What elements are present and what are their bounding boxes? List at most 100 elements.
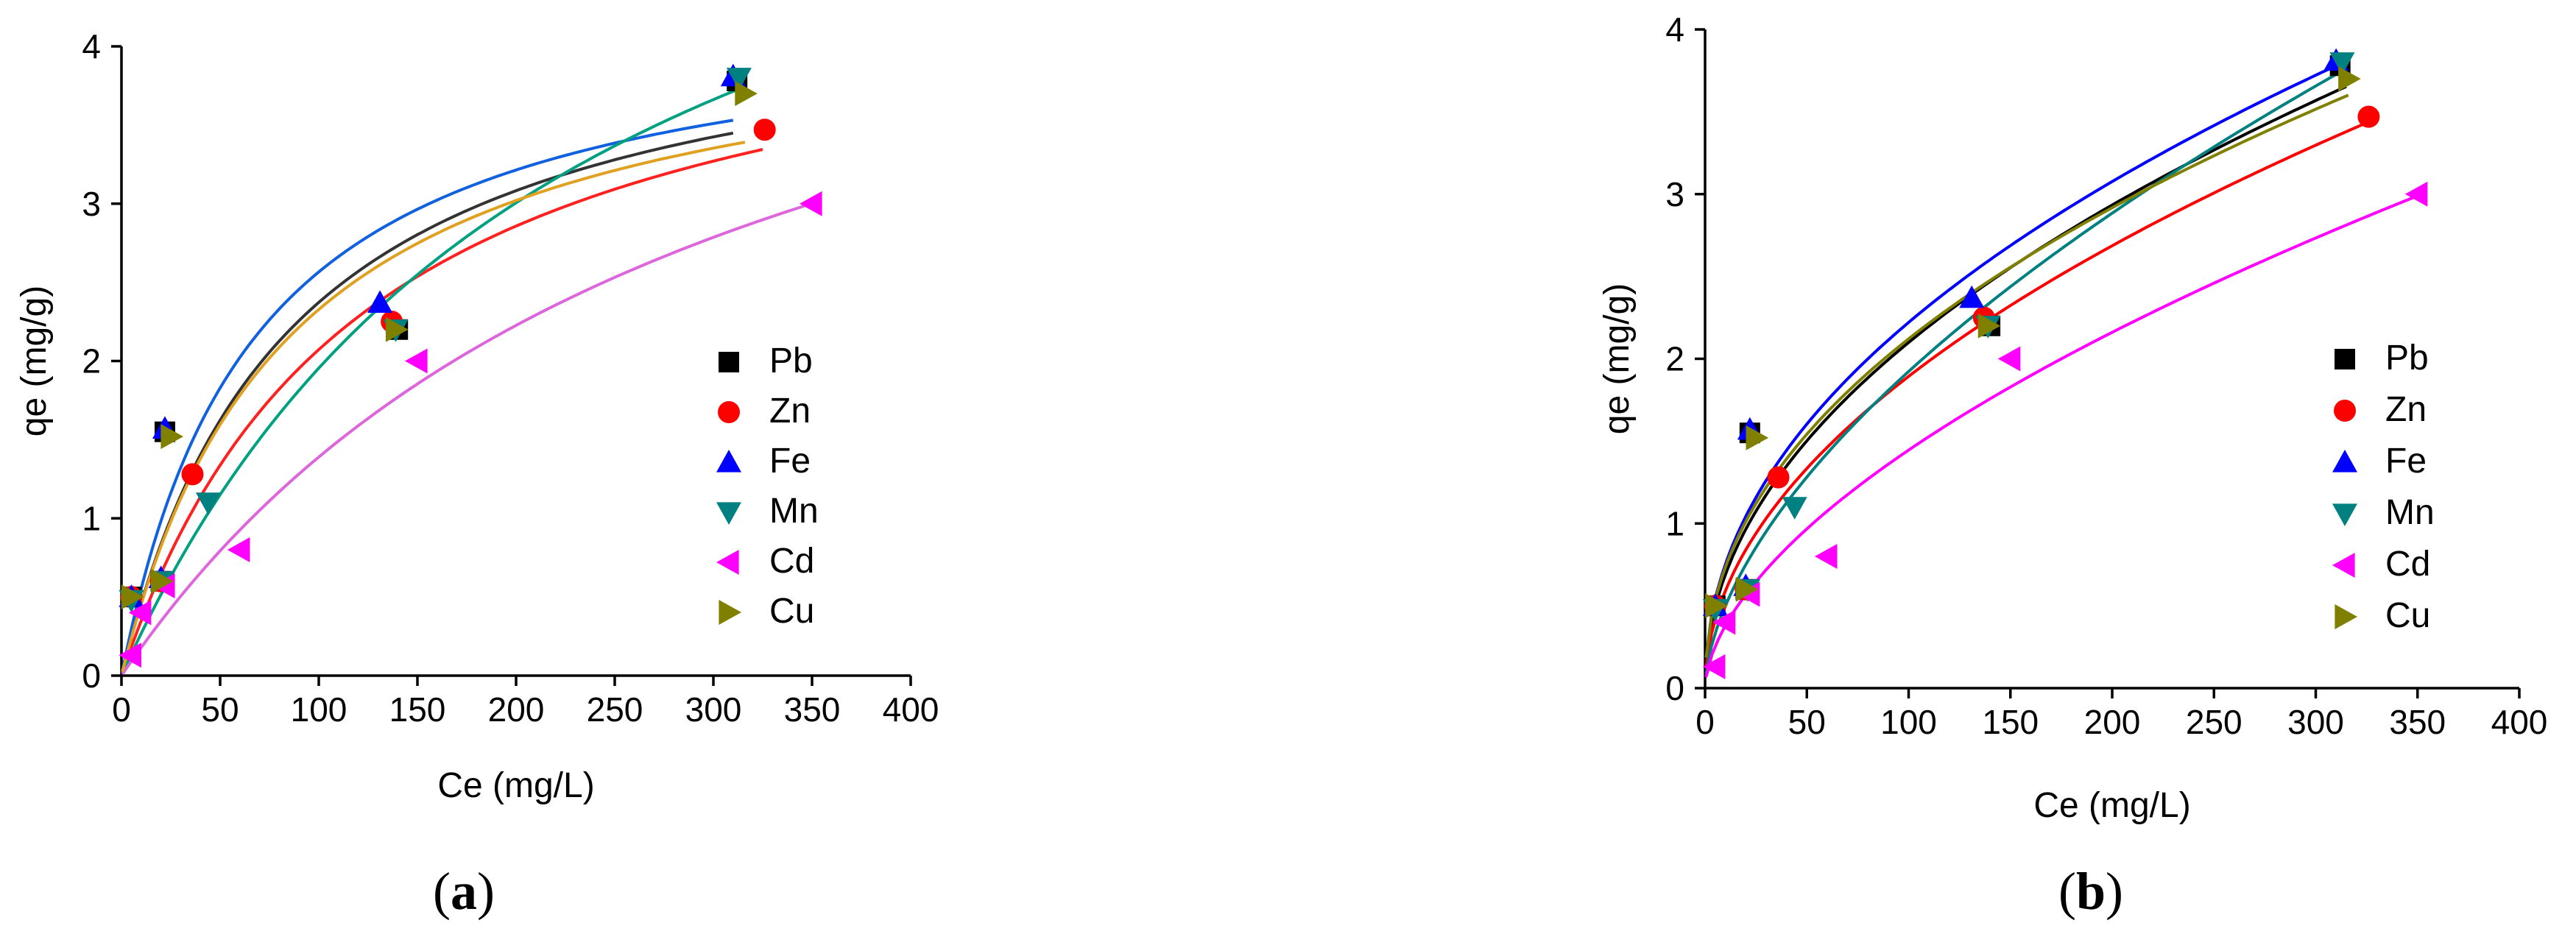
x-tick-label: 150 — [1982, 703, 2039, 741]
y-axis-label: qe (mg/g) — [1598, 283, 1637, 434]
legend-label-mn: Mn — [769, 492, 819, 531]
legend-marker-cu — [719, 600, 741, 625]
data-point-cu — [1746, 425, 1769, 450]
x-tick-label: 100 — [291, 690, 347, 729]
data-point-cu — [2338, 66, 2361, 92]
y-tick-label: 0 — [1665, 669, 1684, 707]
x-tick-label: 0 — [1695, 703, 1715, 741]
data-point-cu — [1977, 313, 2001, 339]
panel-caption: (a) — [433, 862, 495, 921]
data-point-mn — [2329, 52, 2355, 75]
data-point-cu — [385, 316, 409, 342]
data-point-cd — [405, 348, 428, 374]
x-tick-label: 0 — [112, 690, 131, 729]
legend-label-zn: Zn — [2385, 390, 2427, 429]
y-tick-label: 2 — [1665, 340, 1684, 378]
legend-label-cu: Cu — [769, 592, 814, 631]
data-point-cd — [1814, 544, 1838, 569]
x-tick-label: 150 — [389, 690, 446, 729]
x-tick-label: 350 — [2389, 703, 2446, 741]
fit-curve-fe — [1704, 64, 2337, 659]
data-point-cd — [1712, 609, 1736, 635]
fit-curve-cd — [121, 202, 813, 676]
x-tick-label: 50 — [201, 690, 239, 729]
fit-curve-cu — [1704, 93, 2349, 658]
data-point-cd — [119, 643, 141, 668]
legend-marker-cd — [2332, 553, 2355, 578]
fit-curve-pb — [121, 131, 734, 672]
data-point-cd — [1997, 346, 2021, 372]
y-tick-label: 2 — [82, 342, 101, 381]
y-axis-label: qe (mg/g) — [15, 286, 54, 436]
x-tick-label: 100 — [1880, 703, 1937, 741]
data-point-zn — [1767, 466, 1790, 489]
y-tick-label: 1 — [82, 499, 101, 537]
data-point-zn — [753, 118, 776, 141]
legend-label-pb: Pb — [769, 341, 813, 381]
data-point-cu — [1735, 576, 1759, 602]
legend-label-cd: Cd — [2385, 545, 2430, 584]
legend-marker-fe — [716, 450, 741, 473]
data-point-fe — [367, 290, 393, 314]
data-point-mn — [1782, 497, 1807, 520]
fit-curve-fe — [121, 118, 734, 671]
y-tick-label: 1 — [1665, 504, 1684, 542]
legend-label-fe: Fe — [769, 442, 811, 481]
data-point-cd — [128, 600, 152, 626]
x-tick-label: 400 — [2491, 703, 2548, 741]
legend-label-fe: Fe — [2385, 442, 2427, 481]
legend-marker-pb — [2335, 349, 2355, 369]
data-point-zn — [181, 463, 204, 486]
fit-curve-cu — [121, 141, 746, 673]
data-point-fe — [1959, 285, 1985, 308]
legend-marker-fe — [2332, 450, 2357, 473]
x-tick-label: 400 — [883, 690, 939, 729]
legend-marker-mn — [2332, 503, 2357, 526]
data-point-cd — [1702, 654, 1726, 679]
fit-curve-pb — [1704, 85, 2347, 662]
x-tick-label: 50 — [1788, 703, 1826, 741]
legend-marker-pb — [719, 352, 739, 372]
data-point-cu — [735, 81, 758, 107]
panel-caption: (b) — [2058, 862, 2123, 921]
data-point-mn — [195, 492, 221, 515]
x-axis-label: Ce (mg/L) — [2033, 786, 2190, 825]
x-axis-label: Ce (mg/L) — [437, 766, 594, 805]
y-tick-label: 3 — [1665, 175, 1684, 213]
chart-panel-a: 0 50 100 150 200 250 300 350 400 0 1 2 3 4 Ce (mg/L) qe… — [15, 27, 939, 921]
fit-curve-zn — [1704, 121, 2368, 668]
data-point-cu — [1705, 593, 1728, 619]
legend-marker-zn — [2334, 400, 2356, 422]
x-tick-label: 200 — [2084, 703, 2141, 741]
fit-curve-mn — [121, 85, 744, 674]
x-tick-label: 300 — [2287, 703, 2344, 741]
x-tick-label: 250 — [587, 690, 643, 729]
x-tick-label: 200 — [488, 690, 545, 729]
y-tick-label: 0 — [82, 656, 101, 695]
legend-marker-zn — [718, 401, 740, 423]
x-tick-label: 250 — [2186, 703, 2242, 741]
data-point-mn — [726, 68, 752, 91]
data-point-cd — [227, 537, 250, 562]
fit-curve-zn — [121, 148, 763, 673]
fit-curve-mn — [1704, 67, 2347, 674]
legend-label-zn: Zn — [769, 392, 811, 431]
legend-marker-mn — [716, 502, 741, 525]
legend-label-mn: Mn — [2385, 493, 2435, 532]
y-tick-label: 4 — [82, 27, 101, 66]
x-tick-label: 350 — [784, 690, 841, 729]
legend-label-cu: Cu — [2385, 596, 2430, 635]
data-point-cu — [151, 568, 174, 594]
data-point-cd — [2404, 181, 2428, 207]
legend-marker-cd — [716, 550, 739, 575]
legend-marker-cu — [2335, 604, 2357, 629]
y-tick-label: 3 — [82, 185, 101, 223]
data-point-cu — [160, 424, 183, 450]
fit-curve-cd — [1704, 194, 2418, 678]
legend-label-pb: Pb — [2385, 339, 2429, 378]
data-point-cd — [800, 191, 822, 216]
x-tick-label: 300 — [685, 690, 742, 729]
chart-panel-b: 0 50 100 150 200 250 300 350 400 0 1 2 3 4 Ce (mg/L) qe… — [1598, 10, 2547, 921]
data-point-zn — [2357, 105, 2380, 128]
